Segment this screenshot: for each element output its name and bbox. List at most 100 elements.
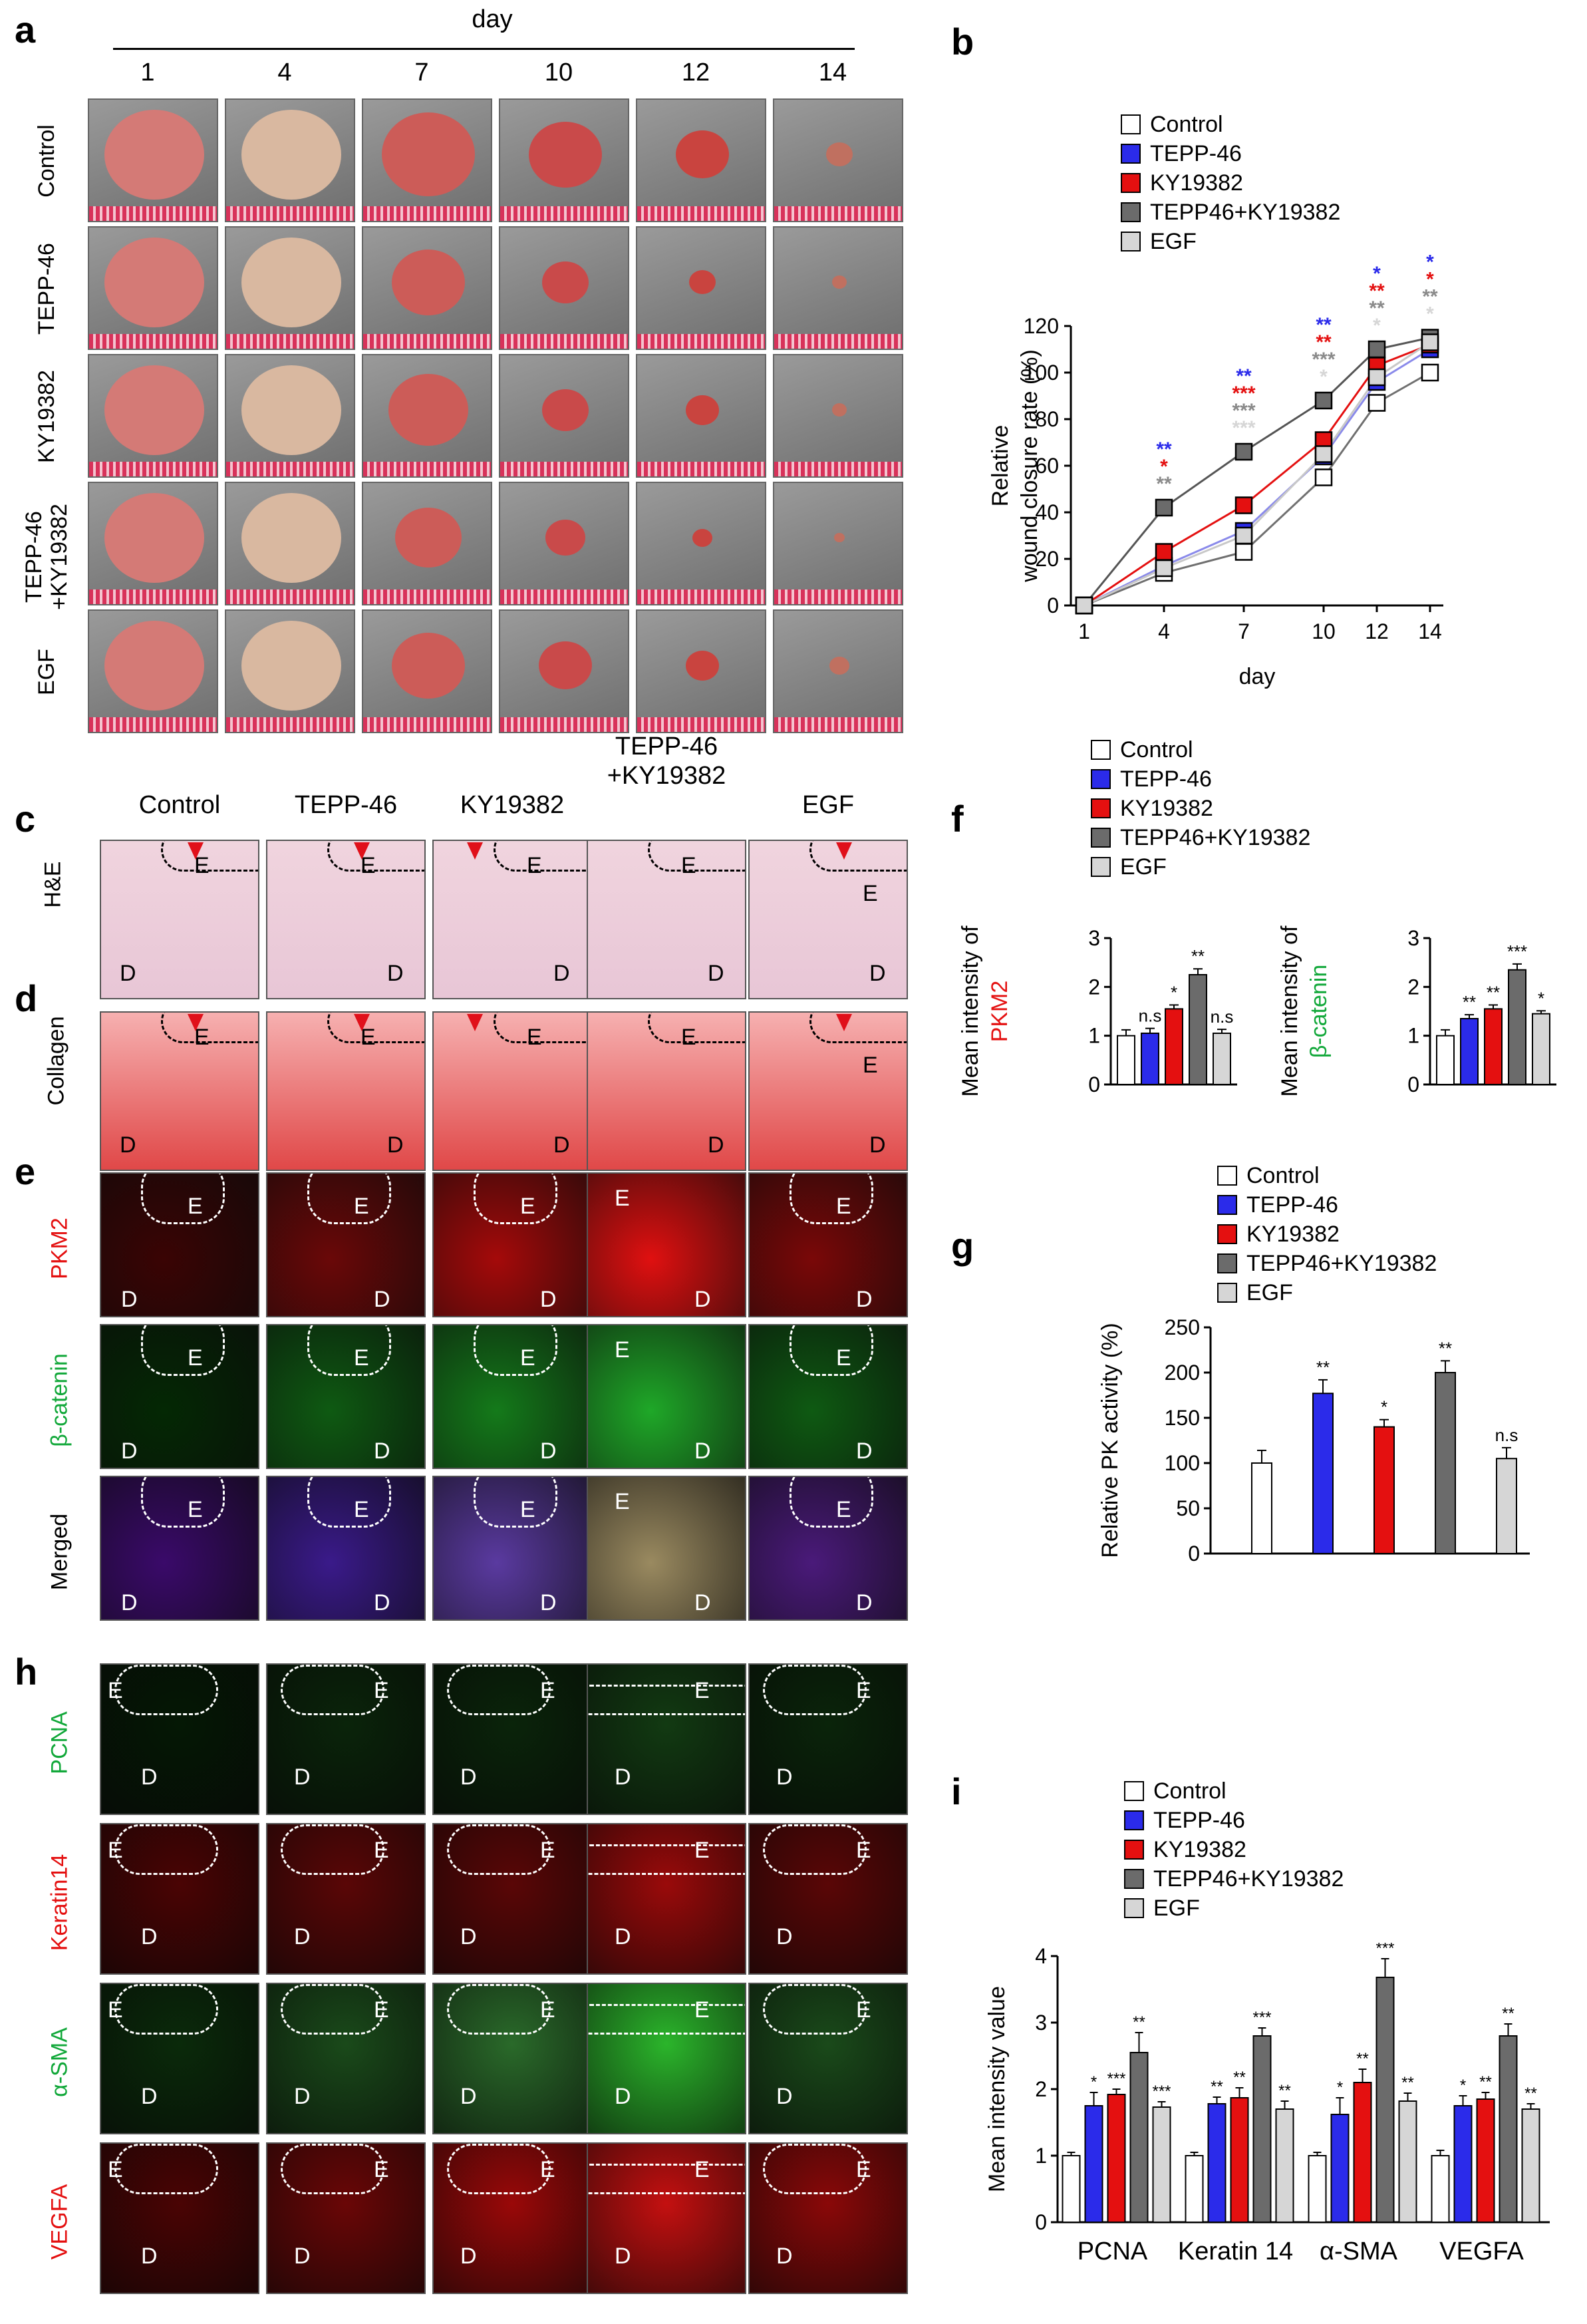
y-axis-label-marker: PKM2 xyxy=(987,981,1012,1043)
epidermis-outline xyxy=(790,1174,873,1224)
legend-item: TEPP-46 xyxy=(1124,1806,1344,1835)
wound-area xyxy=(826,142,853,166)
day-label: 14 xyxy=(818,59,847,86)
y-tick-label: 1 xyxy=(1088,1024,1100,1048)
label-E: E xyxy=(108,2157,123,2182)
day-label: 12 xyxy=(681,59,710,86)
ruler-scale xyxy=(89,462,217,476)
ruler-scale xyxy=(500,334,628,349)
legend-item: TEPP46+KY19382 xyxy=(1124,1864,1344,1894)
x-axis-label: day xyxy=(1239,664,1276,689)
bar xyxy=(1330,2114,1350,2223)
wound-photo xyxy=(636,354,766,478)
legend-item: KY19382 xyxy=(1124,1835,1344,1864)
ruler-scale xyxy=(774,462,902,476)
ruler-scale xyxy=(637,462,765,476)
significance-mark: *** xyxy=(1232,417,1255,439)
legend-item: TEPP-46 xyxy=(1217,1190,1437,1220)
significance-mark: * xyxy=(1426,269,1434,291)
label-D: D xyxy=(615,2243,631,2269)
epidermis-outline xyxy=(281,1824,384,1875)
epidermis-outline xyxy=(474,1325,557,1376)
bar xyxy=(1129,2052,1149,2223)
bar xyxy=(1508,969,1526,1085)
epidermis-outline xyxy=(809,1013,907,1043)
legend-g: Control TEPP-46 KY19382 TEPP46+KY19382 EGF xyxy=(1217,1161,1437,1307)
data-point xyxy=(1314,468,1333,486)
ruler-scale xyxy=(363,589,491,604)
significance-mark: ** xyxy=(1439,1338,1452,1358)
label-E: E xyxy=(856,2157,871,2182)
row-label-line: TEPP-46 xyxy=(34,243,59,335)
ruler-scale xyxy=(89,589,217,604)
wound-photo xyxy=(362,226,492,350)
wound-photo xyxy=(499,482,629,605)
label-D: D xyxy=(615,2084,631,2109)
bar xyxy=(1496,1458,1517,1554)
significance-mark: ** xyxy=(1278,2082,1291,2100)
label-D: D xyxy=(694,1590,711,1615)
data-point xyxy=(1421,363,1439,382)
label-E: E xyxy=(520,1345,535,1371)
ruler-scale xyxy=(774,334,902,349)
wound-area xyxy=(388,374,468,446)
bar xyxy=(1252,2035,1272,2223)
wound-area xyxy=(382,112,475,196)
panel-label-h: h xyxy=(15,1651,38,1693)
label-E: E xyxy=(374,2157,389,2182)
data-point xyxy=(1155,559,1173,578)
legend-swatch xyxy=(1121,144,1141,164)
label-D: D xyxy=(776,1764,793,1790)
wound-area xyxy=(692,528,712,547)
significance-mark: *** xyxy=(1252,2009,1271,2027)
legend-b: Control TEPP-46 KY19382 TEPP46+KY19382 EGF xyxy=(1121,110,1340,256)
y-axis-label: Relative PK activity (%) xyxy=(1097,1323,1123,1558)
label-E: E xyxy=(527,853,542,878)
label-E: E xyxy=(540,1838,555,1863)
legend-swatch xyxy=(1124,1781,1144,1801)
bar xyxy=(1207,2103,1226,2223)
label-D: D xyxy=(141,2084,158,2109)
significance-mark: n.s xyxy=(1211,1007,1234,1027)
y-tick-label: 0 xyxy=(1035,2210,1047,2234)
legend-item: EGF xyxy=(1217,1278,1437,1307)
panel-label-b: b xyxy=(951,21,974,63)
y-tick-label: 1 xyxy=(1035,2144,1047,2168)
wound-photo xyxy=(499,98,629,222)
label-D: D xyxy=(460,2243,477,2269)
bar xyxy=(1521,2108,1540,2223)
bar xyxy=(1398,2100,1417,2223)
wound-photo xyxy=(636,226,766,350)
ruler-scale xyxy=(226,334,354,349)
day-label: 4 xyxy=(277,59,292,86)
legend-item: EGF xyxy=(1121,227,1340,256)
wound-area xyxy=(241,492,341,583)
legend-label: TEPP46+KY19382 xyxy=(1150,199,1341,225)
epidermis-outline xyxy=(114,1984,218,2035)
significance-mark: * xyxy=(1337,2078,1343,2096)
y-tick-label: 100 xyxy=(1165,1451,1200,1475)
epidermis-outline xyxy=(790,1325,873,1376)
data-point xyxy=(1421,333,1439,351)
row-label-h: Keratin14 xyxy=(47,1854,72,1951)
label-D: D xyxy=(708,961,724,986)
wound-area xyxy=(104,237,204,327)
row-label-a: TEPP-46 xyxy=(34,229,59,349)
label-E: E xyxy=(108,1678,123,1703)
bar xyxy=(1275,2108,1294,2223)
wound-photo xyxy=(362,98,492,222)
wound-photo xyxy=(499,354,629,478)
label-E: E xyxy=(520,1497,535,1522)
epidermis-outline xyxy=(474,1174,557,1224)
ruler-scale xyxy=(500,589,628,604)
y-tick-label: 4 xyxy=(1035,1944,1047,1968)
